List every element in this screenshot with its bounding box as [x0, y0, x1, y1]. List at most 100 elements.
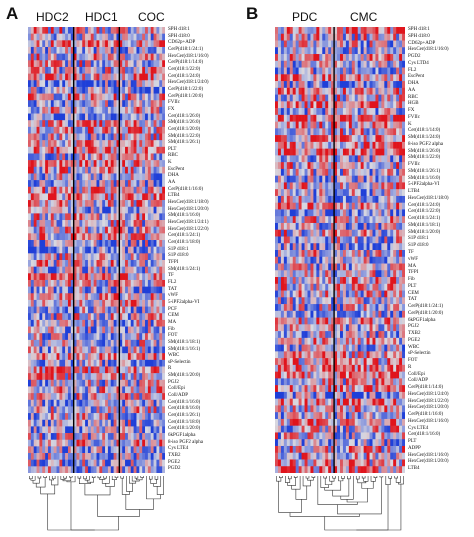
panel-a-heatmap-cell — [59, 193, 63, 201]
panel-a-heatmap-cell — [139, 293, 143, 301]
panel-a-heatmap-cell — [73, 373, 77, 381]
panel-b-heatmap-cell — [275, 94, 279, 102]
panel-a-heatmap-cell — [99, 413, 103, 421]
panel-b-heatmap-cell — [381, 40, 385, 48]
panel-b-heatmap-cell — [322, 209, 326, 217]
panel-a-heatmap-cell — [42, 453, 46, 460]
panel-b-heatmap-cell — [277, 74, 282, 82]
panel-b-heatmap-cell — [381, 148, 385, 156]
panel-b-heatmap-cell — [331, 128, 335, 136]
panel-a-heatmap-cell — [142, 453, 146, 460]
panel-b-heatmap-cell — [289, 189, 294, 197]
panel-a-heatmap-cell — [56, 453, 60, 460]
panel-a-heatmap-cell — [145, 80, 149, 88]
panel-b-heatmap-cell — [328, 101, 332, 109]
panel-a-heatmap-cell — [142, 419, 146, 427]
panel-a-heatmap-cell — [107, 293, 112, 301]
panel-b-heatmap-cell — [381, 182, 385, 190]
panel-a-heatmap-cell — [116, 160, 120, 168]
panel-a-heatmap-cell — [67, 466, 72, 473]
panel-b-heatmap-cell — [360, 229, 364, 237]
panel-a-heatmap-cell — [73, 66, 77, 74]
panel-b-heatmap-cell — [378, 148, 382, 156]
panel-b-heatmap-cell — [351, 189, 356, 197]
panel-b-heatmap-cell — [295, 101, 299, 109]
panel-b-heatmap-cell — [390, 114, 394, 122]
panel-a-row-label: Cer(d18:1/22:0) — [168, 66, 201, 72]
panel-b-heatmap-cell — [280, 209, 285, 217]
panel-a-heatmap-cell — [33, 233, 37, 241]
panel-b-heatmap-cell — [348, 114, 353, 122]
panel-b-heatmap-cell — [354, 87, 359, 95]
panel-a-heatmap-cell — [96, 306, 100, 314]
panel-b-heatmap-cell — [360, 202, 364, 210]
panel-a-heatmap-cell — [125, 206, 129, 214]
panel-a-heatmap-cell — [56, 166, 60, 174]
panel-b-heatmap-cell — [340, 209, 344, 217]
panel-b-heatmap-cell — [354, 60, 359, 68]
panel-a-heatmap-cell — [56, 279, 60, 287]
panel-b-heatmap-cell — [393, 40, 397, 48]
panel-b-heatmap-cell — [286, 216, 291, 224]
panel-b-heatmap-cell — [301, 195, 305, 203]
panel-a-heatmap-cell — [76, 326, 80, 334]
panel-b-heatmap-cell — [286, 74, 291, 82]
panel-b-heatmap-cell — [328, 87, 332, 95]
panel-b-heatmap-cell — [360, 94, 364, 102]
panel-a-heatmap-cell — [99, 266, 103, 274]
panel-a-heatmap-cell — [159, 73, 163, 81]
panel-a-heatmap-cell — [70, 86, 74, 94]
panel-a-heatmap-cell — [107, 386, 112, 394]
panel-a-heatmap-cell — [142, 186, 146, 194]
panel-a-heatmap-cell — [45, 359, 49, 367]
panel-a-heatmap-cell — [136, 66, 140, 74]
panel-a-heatmap-cell — [130, 266, 134, 274]
panel-b-heatmap-cell — [301, 87, 305, 95]
panel-b-heatmap-cell — [307, 162, 311, 170]
panel-a-heatmap-cell — [116, 293, 120, 301]
panel-b-heatmap-cell — [345, 128, 350, 136]
panel-a-heatmap-cell — [130, 60, 134, 68]
panel-b-heatmap-cell — [399, 222, 403, 231]
panel-a-heatmap-cell — [105, 53, 109, 61]
panel-b-heatmap-cell — [275, 209, 279, 217]
panel-a-heatmap-cell — [70, 73, 74, 81]
panel-a-heatmap-cell — [70, 146, 74, 154]
panel-b-heatmap-cell — [372, 33, 376, 41]
panel-b-heatmap-cell — [372, 202, 376, 210]
panel-a-heatmap-cell — [116, 353, 120, 361]
panel-a-heatmap-cell — [116, 419, 120, 427]
panel-b-heatmap-cell — [363, 270, 367, 278]
panel-a-heatmap-cell — [82, 439, 86, 447]
panel-b-heatmap-cell — [387, 67, 391, 75]
panel-a-heatmap-cell — [59, 146, 63, 154]
panel-a-heatmap-cell — [65, 100, 69, 108]
panel-b-heatmap-cell — [399, 47, 403, 55]
panel-a-heatmap-cell — [96, 279, 100, 287]
panel-a-heatmap-cell — [65, 259, 69, 267]
panel-a-heatmap-cell — [142, 73, 146, 81]
panel-a-heatmap-cell — [87, 273, 92, 281]
panel-a-heatmap-cell — [28, 386, 32, 394]
panel-a-heatmap-cell — [79, 299, 83, 307]
panel-b-heatmap-cell — [378, 94, 382, 102]
panel-a-heatmap-cell — [47, 46, 52, 54]
panel-a-heatmap-cell — [142, 220, 146, 227]
panel-a-heatmap-cell — [130, 193, 134, 201]
panel-a-heatmap-cell — [127, 173, 132, 181]
panel-a-heatmap-cell — [147, 146, 152, 154]
panel-b-heatmap-cell — [402, 162, 405, 170]
panel-b-heatmap-cell — [360, 263, 364, 271]
panel-a-dendrogram-branch — [84, 483, 111, 496]
panel-a-heatmap-cell — [139, 200, 143, 208]
panel-a-heatmap-cell — [113, 200, 117, 208]
panel-b-heatmap-cell — [307, 182, 311, 190]
panel-b-heatmap-cell — [366, 229, 370, 237]
panel-b-heatmap-cell — [295, 121, 299, 129]
panel-b-heatmap-cell — [342, 229, 347, 237]
panel-a-heatmap-cell — [85, 399, 89, 407]
panel-b-heatmap-cell — [363, 236, 367, 244]
panel-b-heatmap-cell — [348, 250, 353, 258]
panel-b-heatmap-cell — [381, 209, 385, 217]
panel-a-heatmap-cell — [36, 446, 40, 454]
